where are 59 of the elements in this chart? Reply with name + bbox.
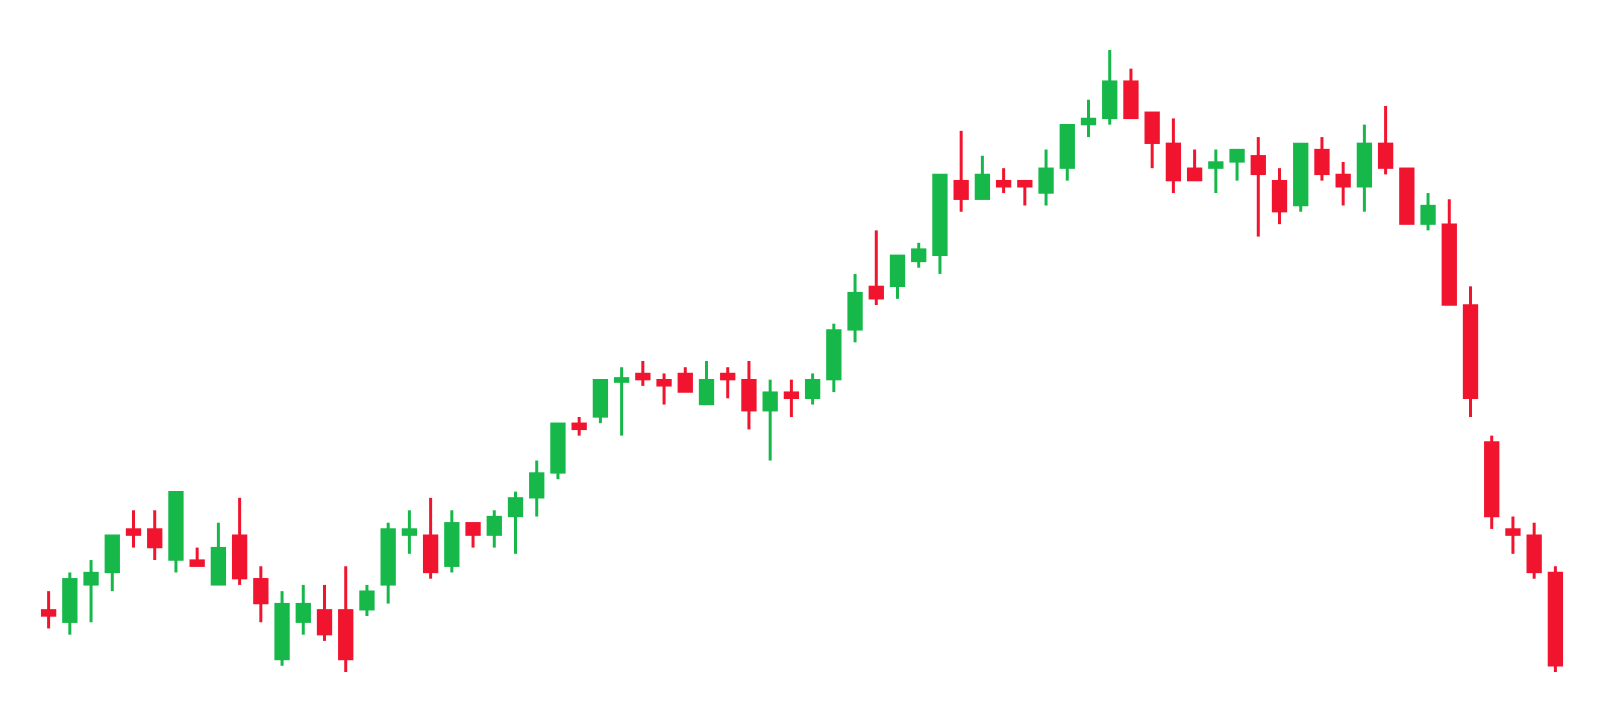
candlestick (40, 589, 57, 630)
candlestick (1102, 48, 1118, 127)
candlestick (1038, 148, 1054, 207)
candlestick (1250, 135, 1266, 239)
candlestick (953, 129, 969, 214)
candlestick (62, 570, 78, 637)
candlestick (1526, 521, 1542, 581)
candlestick (889, 253, 906, 301)
candlestick (1271, 166, 1288, 226)
candlestick (592, 378, 609, 425)
candlestick (422, 496, 439, 581)
candlestick (741, 359, 757, 431)
candlestick (571, 415, 587, 438)
candlestick (231, 496, 248, 587)
candlestick (698, 359, 715, 407)
candlestick (677, 365, 693, 394)
candlestick (1229, 148, 1245, 183)
candlestick (1165, 116, 1182, 195)
candlestick (868, 228, 884, 307)
candlestick (104, 533, 120, 593)
candlestick (1059, 123, 1075, 183)
candlestick (720, 365, 736, 400)
candlestick (1186, 148, 1203, 183)
candlestick (1314, 135, 1330, 183)
candlestick (83, 558, 99, 624)
candlestick (1017, 179, 1033, 207)
candlestick (359, 583, 375, 618)
candlestick (147, 508, 163, 562)
candlestick (529, 459, 545, 518)
candlestick (783, 378, 800, 419)
candlestick (401, 508, 418, 556)
candlestick (804, 371, 821, 407)
candlestick (1505, 515, 1521, 556)
candlestick (1123, 67, 1139, 120)
candlestick (444, 508, 460, 574)
candlestick (656, 371, 672, 407)
candlestick (295, 583, 311, 637)
candlestick (125, 508, 142, 550)
candlestick (1356, 123, 1373, 214)
candlestick (486, 508, 502, 550)
candlestick (974, 154, 991, 201)
candlestick (847, 272, 863, 344)
candlestick (1335, 160, 1351, 207)
candlestick (762, 378, 778, 463)
candlestick (1144, 110, 1160, 170)
candlestick (507, 490, 524, 556)
candlestick (1080, 98, 1097, 139)
candlestick (1420, 191, 1436, 232)
candlestick (911, 241, 927, 270)
candlestick (465, 521, 481, 550)
candlestick (613, 365, 630, 438)
candlestick (253, 564, 269, 624)
candlestick (995, 166, 1012, 195)
candlestick (189, 546, 205, 568)
candlestick (1208, 148, 1224, 195)
candlestick (635, 359, 651, 388)
candlestick (316, 583, 333, 643)
candlestick (210, 521, 227, 587)
candlestick (1377, 104, 1394, 176)
